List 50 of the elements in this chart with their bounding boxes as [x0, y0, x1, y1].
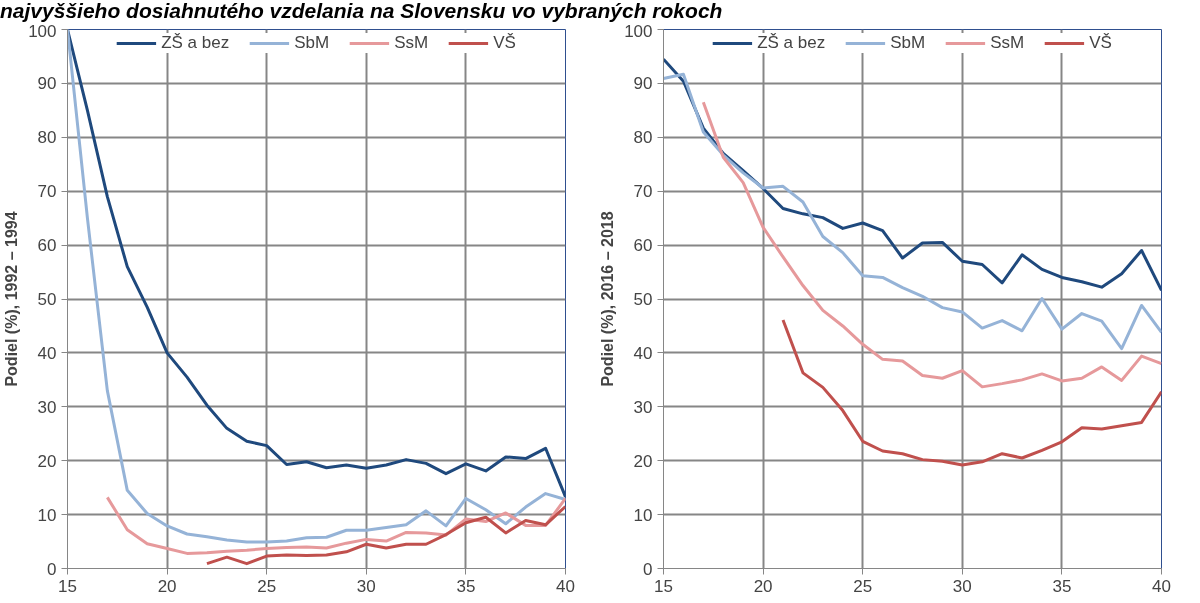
line-series [701, 100, 1162, 389]
y-tick-label: 30 [633, 397, 653, 417]
y-tick-label: 60 [633, 236, 653, 256]
y-tick-label: 10 [37, 505, 57, 525]
y-tick-label: 60 [37, 236, 57, 256]
legend-label: ZŠ a bez [161, 33, 230, 53]
y-tick-label: 0 [643, 559, 653, 579]
y-tick-label: 100 [28, 21, 57, 41]
y-tick-label: 10 [633, 505, 653, 525]
y-tick-label: 100 [624, 21, 653, 41]
legend-label: SbM [890, 33, 926, 53]
y-tick-label: 50 [37, 290, 57, 309]
line-series [781, 318, 1162, 467]
y-tick-label: 40 [633, 343, 653, 363]
y-tick-label: 50 [633, 290, 653, 309]
y-axis-title: Podiel (%), 2016 – 2018 [599, 211, 617, 387]
y-tick-label: 90 [37, 74, 57, 94]
x-tick-label: 20 [753, 576, 773, 596]
y-tick-label: 20 [633, 451, 653, 471]
legend-label: SbM [294, 33, 330, 53]
legend-label: SsM [394, 33, 429, 53]
x-tick-label: 15 [58, 576, 77, 596]
x-tick-label: 20 [157, 576, 177, 596]
legend-label: SsM [990, 33, 1025, 53]
legend-label: VŠ [493, 33, 516, 53]
x-tick-label: 15 [654, 576, 673, 596]
y-tick-label: 30 [37, 397, 57, 417]
line-series [105, 495, 566, 555]
y-tick-label: 70 [633, 182, 653, 202]
y-tick-label: 0 [47, 559, 57, 579]
x-tick-label: 25 [853, 576, 873, 596]
y-axis-title: Podiel (%), 1992 – 1994 [3, 211, 21, 387]
x-tick-label: 40 [556, 576, 575, 596]
x-tick-label: 30 [356, 576, 376, 596]
x-tick-label: 35 [1052, 576, 1072, 596]
y-tick-label: 70 [37, 182, 57, 202]
legend-label: ZŠ a bez [757, 33, 826, 53]
y-tick-label: 80 [37, 128, 57, 148]
x-tick-label: 35 [456, 576, 476, 596]
y-tick-label: 20 [37, 451, 57, 471]
x-tick-label: 25 [257, 576, 277, 596]
chart-title: najvyššieho dosiahnutého vzdelania na Slovensku vo vybraných rokoch [0, 0, 723, 22]
x-tick-label: 30 [952, 576, 972, 596]
line-series [663, 72, 1162, 351]
legend-label: VŠ [1089, 33, 1112, 53]
y-tick-label: 40 [37, 343, 57, 363]
y-tick-label: 90 [633, 74, 653, 94]
x-tick-label: 40 [1152, 576, 1171, 596]
y-tick-label: 80 [633, 128, 653, 148]
line-series [205, 505, 566, 566]
